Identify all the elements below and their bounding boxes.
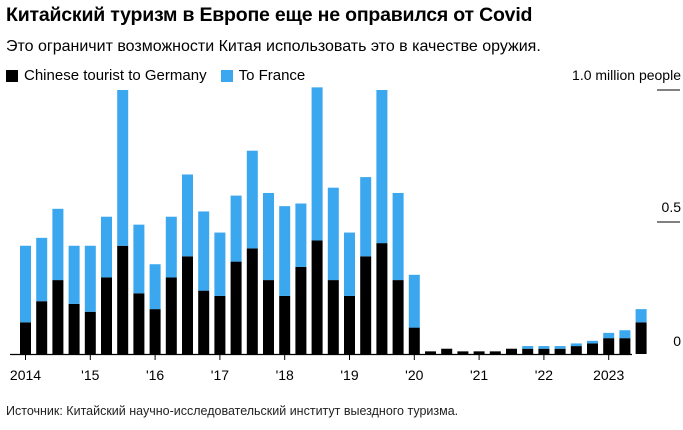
bar-germany: [327, 280, 339, 354]
bar-germany: [554, 348, 566, 354]
x-tick-label: '17: [211, 367, 229, 383]
bar-germany: [117, 245, 129, 354]
bar-germany: [295, 266, 307, 354]
x-tick-label: '18: [276, 367, 294, 383]
bar-france: [376, 90, 388, 244]
bar-germany: [619, 338, 631, 354]
bar-france: [522, 346, 534, 349]
bar-france: [263, 192, 274, 281]
bar-france: [101, 216, 112, 278]
bar-germany: [182, 256, 193, 354]
bar-germany: [20, 322, 31, 354]
bar-france: [392, 192, 404, 281]
source-note: Источник: Китайский научно-исследователь…: [6, 404, 459, 418]
legend-item-germany: Chinese tourist to Germany: [6, 67, 207, 84]
bar-germany: [473, 351, 485, 354]
bar-germany: [149, 309, 161, 354]
bar-germany: [506, 348, 517, 354]
bar-france: [344, 232, 355, 296]
bar-germany: [344, 295, 355, 354]
bar-france: [84, 245, 96, 312]
bar-germany: [408, 327, 420, 354]
bar-france: [538, 346, 550, 349]
bar-france: [52, 208, 64, 281]
chart-subtitle: Это ограничит возможности Китая использо…: [6, 38, 541, 55]
legend-item-france: To France: [220, 67, 306, 84]
bar-germany: [36, 301, 48, 354]
bar-germany: [246, 248, 258, 354]
bar-germany: [538, 348, 550, 354]
x-axis: 2014 '15 '16 '17 '18 '19 '20 '21 '22 2023: [10, 353, 632, 383]
bar-germany: [263, 280, 274, 354]
x-tick-label: '22: [535, 367, 553, 383]
bars-group: [20, 87, 647, 354]
bar-germany: [279, 295, 291, 354]
x-tick-label: '19: [340, 367, 358, 383]
bar-germany: [84, 311, 96, 354]
legend-label-france: To France: [238, 67, 306, 84]
bar-germany: [214, 295, 226, 354]
bar-france: [68, 245, 80, 304]
bar-france: [133, 224, 145, 294]
x-tick-label: '16: [146, 367, 164, 383]
bar-germany: [457, 351, 469, 354]
x-tick-label: '15: [81, 367, 99, 383]
bar-france: [117, 90, 129, 246]
y-axis: 0 0.5 1.0 million people: [572, 67, 681, 349]
bar-germany: [133, 293, 145, 354]
bar-germany: [425, 351, 436, 354]
bar-germany: [376, 243, 388, 354]
bar-france: [587, 340, 598, 344]
bar-france: [165, 216, 177, 278]
bar-france: [149, 264, 161, 310]
bar-germany: [198, 290, 210, 354]
y-tick-label: 0: [673, 333, 681, 349]
bar-france: [570, 343, 582, 347]
bar-germany: [570, 346, 582, 354]
bar-germany: [522, 348, 534, 354]
bar-france: [295, 203, 307, 267]
y-tick-label: 0.5: [662, 199, 682, 215]
bar-france: [230, 195, 242, 262]
legend-swatch-germany: [6, 69, 18, 82]
bar-germany: [68, 303, 80, 354]
bar-france: [408, 274, 420, 328]
bar-france: [327, 187, 339, 281]
bar-france: [214, 232, 226, 296]
bar-france: [198, 211, 210, 291]
bar-germany: [441, 348, 453, 354]
bar-france: [20, 245, 31, 323]
x-tick-label: 2014: [10, 367, 41, 383]
bar-germany: [52, 280, 64, 354]
bar-germany: [635, 322, 647, 354]
x-tick-label: '20: [405, 367, 423, 383]
bar-germany: [101, 277, 112, 354]
chart-legend: Chinese tourist to Germany To France: [6, 67, 319, 84]
bar-france: [554, 346, 566, 349]
bar-germany: [165, 277, 177, 354]
y-tick-label: 1.0 million people: [572, 67, 681, 83]
bar-france: [182, 174, 193, 257]
legend-swatch-france: [220, 69, 233, 82]
x-tick-label: '21: [470, 367, 488, 383]
bar-france: [311, 87, 323, 241]
legend-label-germany: Chinese tourist to Germany: [24, 67, 207, 84]
bar-germany: [311, 240, 323, 354]
chart-title: Китайский туризм в Европе еще не оправил…: [6, 4, 533, 26]
x-tick-label: 2023: [593, 367, 624, 383]
bar-france: [279, 206, 291, 296]
bar-germany: [360, 256, 372, 354]
bar-germany: [587, 343, 598, 354]
bar-germany: [230, 261, 242, 354]
bar-france: [619, 330, 631, 339]
bar-france: [36, 237, 48, 302]
bar-france: [246, 150, 258, 249]
bar-france: [360, 177, 372, 257]
bar-france: [635, 309, 647, 323]
bar-germany: [603, 338, 615, 354]
bar-germany: [392, 280, 404, 354]
bar-france: [603, 332, 615, 339]
bar-germany: [489, 351, 501, 354]
